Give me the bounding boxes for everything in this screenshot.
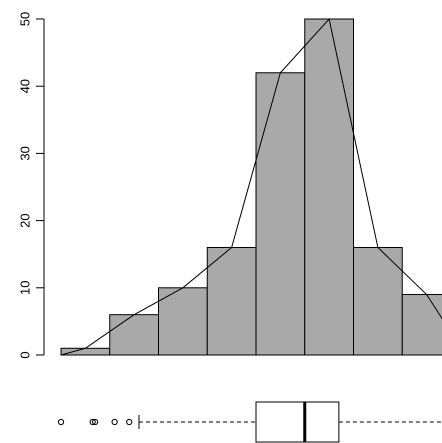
boxplot-outlier-point: [92, 418, 99, 426]
boxplot-outlier-point: [89, 418, 96, 426]
y-tick-label: 30: [18, 146, 33, 160]
y-tick-label: 50: [18, 12, 33, 26]
boxplot-outlier-point: [57, 418, 65, 426]
boxplot-outlier-point: [111, 418, 118, 426]
boxplot-outlier-point: [126, 418, 133, 426]
y-tick-label: 0: [18, 351, 33, 358]
histogram-bar: [60, 347, 111, 356]
histogram-bar: [206, 246, 257, 356]
histogram-bar: [304, 18, 354, 356]
y-tick-label: 40: [18, 79, 33, 93]
histogram-bars: [60, 18, 442, 356]
histogram-bar: [255, 72, 306, 356]
boxplot-box: [255, 401, 340, 443]
histogram-bar: [109, 314, 159, 356]
histogram-bar: [158, 287, 208, 356]
y-tick-label: 10: [18, 281, 33, 295]
frequency-polygon-line: [60, 17, 442, 356]
frequency-polygon: [60, 17, 442, 356]
histogram-bar: [401, 294, 442, 356]
histogram-bar: [353, 246, 403, 356]
y-tick-label: 20: [18, 213, 33, 227]
y-axis: 0 10 20 30 40 50: [18, 12, 45, 359]
boxplot: [57, 401, 442, 443]
